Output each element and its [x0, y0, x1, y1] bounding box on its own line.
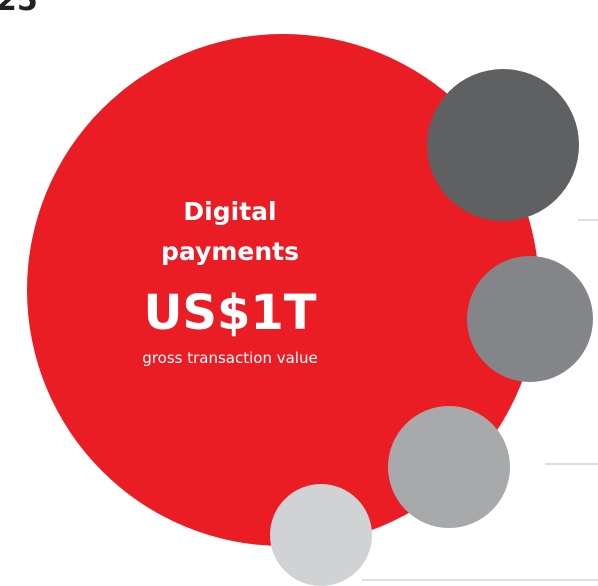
title-line: payments — [161, 237, 299, 266]
headline-value: US$1T — [143, 285, 316, 341]
main-circle — [27, 34, 539, 546]
section-number: 25 — [0, 0, 38, 18]
circle-mid — [467, 256, 593, 382]
circle-dark — [427, 69, 579, 221]
caption: gross transaction value — [142, 349, 317, 367]
circle-light — [388, 406, 510, 528]
circle-lightest — [270, 484, 372, 586]
title-line: Digital — [183, 197, 276, 226]
